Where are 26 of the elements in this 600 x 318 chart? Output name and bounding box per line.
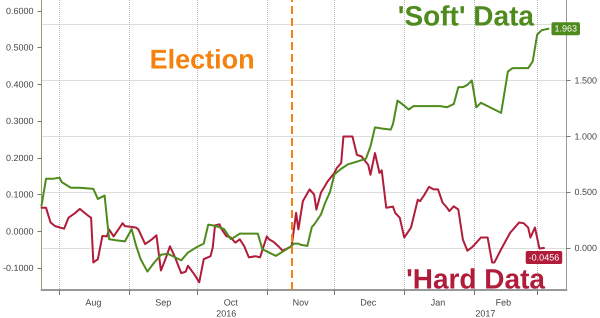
y-tick-label: 0.5000 — [6, 42, 34, 53]
x-tick-label: Aug — [85, 298, 102, 308]
y2-tick-label: 0.000 — [574, 243, 598, 254]
x-tick-label: Jan — [430, 298, 446, 308]
y-tick-label: 0.2000 — [6, 152, 34, 163]
x-tick-label: Sep — [155, 298, 172, 308]
x-tick-label: Nov — [292, 298, 310, 308]
y2-tick-label: 1.500 — [574, 75, 598, 86]
y-tick-label: 0.4000 — [6, 79, 34, 90]
y-tick-label: -0.1000 — [2, 262, 34, 273]
y2-tick-label: 1.000 — [574, 131, 598, 142]
y-tick-label: 0.6000 — [6, 6, 34, 16]
x-tick-label: Feb — [496, 298, 512, 308]
x2-tick-label: 2017 — [475, 308, 496, 318]
x-tick-label: Dec — [360, 298, 377, 308]
y-tick-label: 0.1000 — [6, 190, 34, 200]
legend-label: 'Soft' Data — [398, 0, 534, 32]
data-label: -0.0456 — [528, 252, 560, 263]
y-tick-label: 0.0000 — [6, 226, 34, 236]
x2-tick-label: 2016 — [216, 308, 236, 318]
ref-line-label: Election — [150, 44, 255, 74]
x-tick-label: Oct — [224, 298, 238, 308]
y-tick-label: 0.3000 — [6, 116, 34, 126]
series-label: 'Hard Data — [406, 264, 546, 294]
y2-tick-label: 0.500 — [574, 187, 598, 198]
data-label: 1.963 — [554, 24, 577, 34]
